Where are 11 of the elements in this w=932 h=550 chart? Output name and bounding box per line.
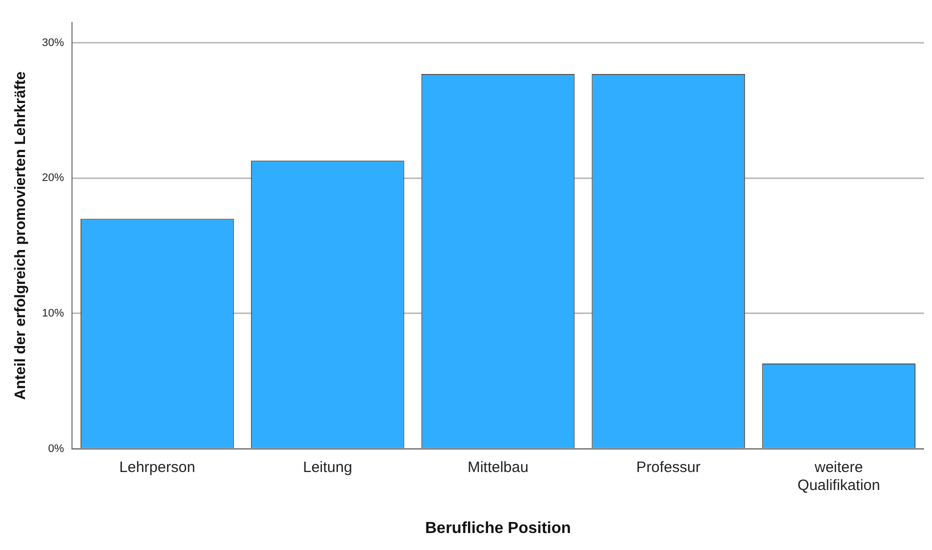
x-axis-title: Berufliche Position	[425, 520, 571, 537]
y-axis-title: Anteil der erfolgreich promovierten Lehrkräfte	[12, 71, 30, 400]
x-tick-label: weitere Qualifikation	[798, 458, 880, 494]
y-tick-label: 30%	[42, 36, 64, 49]
y-tick-label: 10%	[42, 308, 64, 320]
y-tick-label: 0%	[48, 442, 64, 455]
y-tick-label: 20%	[42, 172, 64, 184]
x-tick-label: Mittelbau	[468, 458, 528, 476]
x-tick-label: Leitung	[303, 458, 352, 476]
x-tick-label: Lehrperson	[119, 458, 196, 476]
x-tick-label: Professur	[636, 458, 701, 476]
